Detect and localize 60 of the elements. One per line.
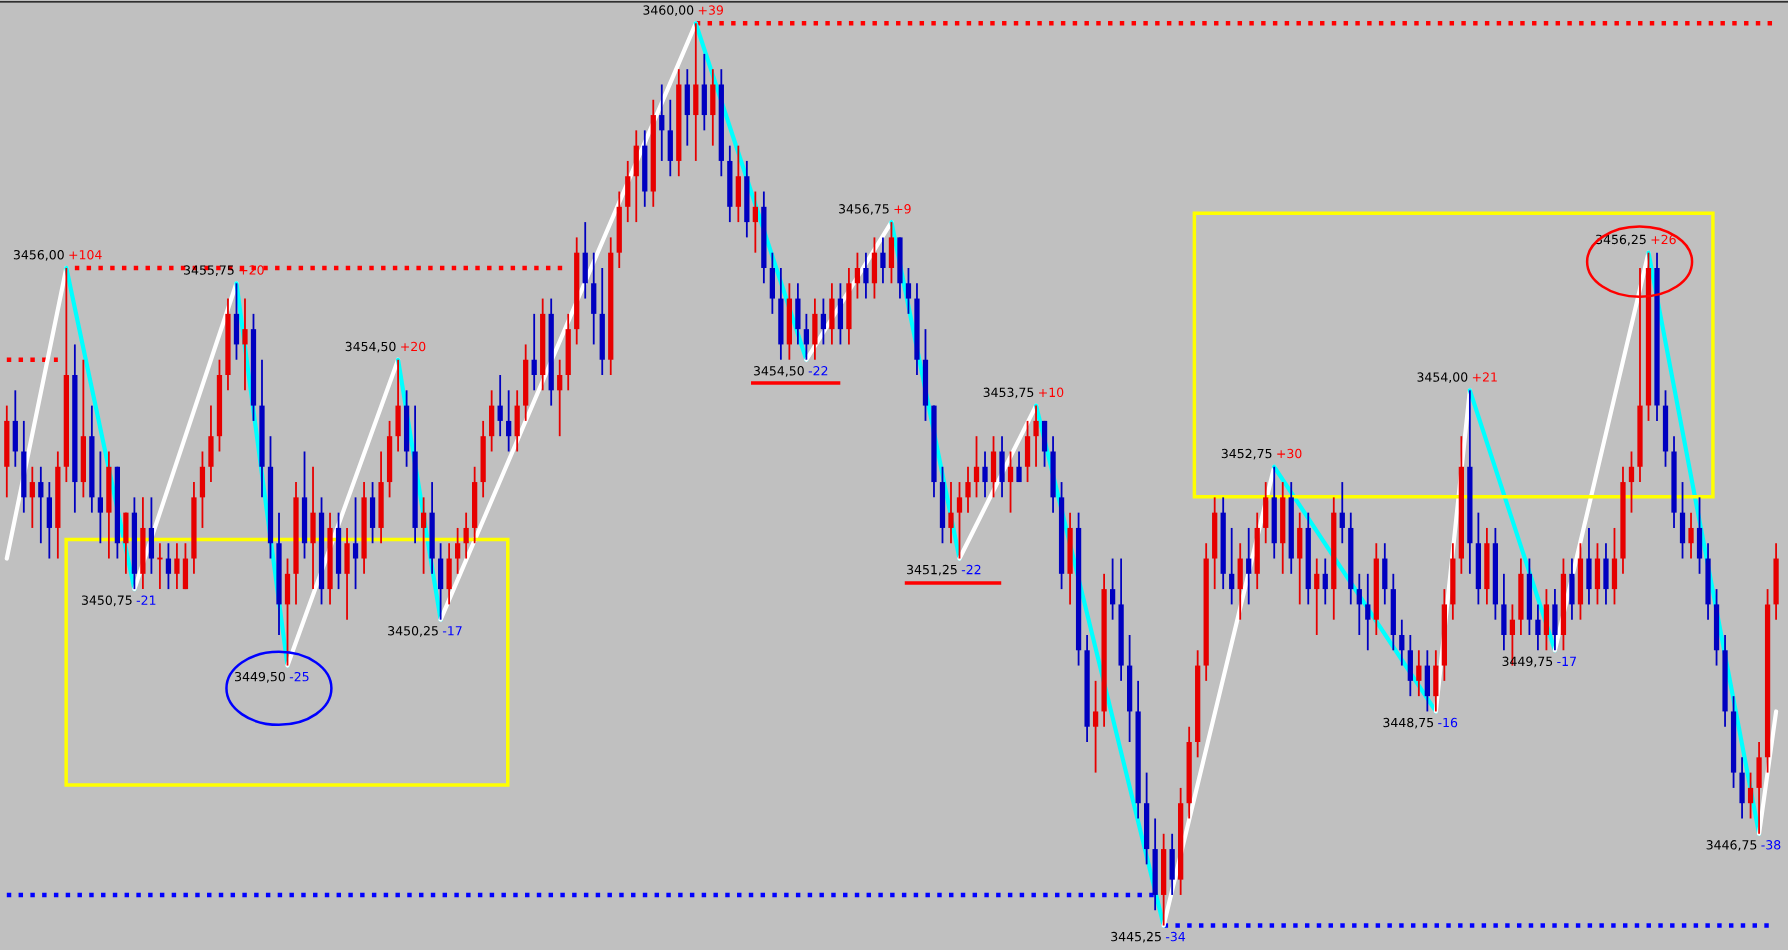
data-label: 3448,75 -16 — [1383, 717, 1458, 729]
candlestick — [1416, 649, 1422, 698]
data-label: 3460,00 +39 — [643, 5, 724, 17]
candlestick — [880, 236, 886, 285]
candlestick — [854, 251, 861, 300]
candlestick — [1322, 557, 1328, 606]
candlestick — [973, 435, 980, 499]
candlestick — [965, 465, 971, 514]
candlestick — [1628, 450, 1635, 514]
data-label: 3450,25 -17 — [388, 626, 462, 637]
candlestick — [1339, 481, 1345, 545]
data-label: 3445,25 -34 — [1111, 931, 1186, 943]
candlestick — [1356, 572, 1362, 636]
data-label: 3446,75 -38 — [1706, 840, 1781, 851]
data-label: 3450,75 -21 — [81, 595, 156, 607]
candlestick — [1109, 557, 1116, 621]
candlestick — [1399, 618, 1405, 667]
candlestick — [455, 527, 461, 575]
candlestick — [752, 190, 758, 254]
data-label: 3454,50 -22 — [753, 366, 828, 377]
candlestick — [956, 481, 963, 560]
candlestick — [97, 450, 104, 545]
candlestick — [38, 465, 44, 545]
candlestick — [1016, 450, 1022, 483]
candlestick — [420, 496, 427, 575]
candlestick — [29, 465, 35, 529]
candlestick — [531, 312, 537, 392]
candlestick — [1314, 557, 1320, 636]
data-label: 3452,75 +30 — [1221, 448, 1302, 460]
candlestick — [1747, 771, 1754, 820]
candlestick — [1033, 404, 1039, 468]
candlestick — [506, 389, 512, 453]
candlestick — [948, 481, 954, 545]
data-label: 3449,50 -25 — [235, 671, 309, 683]
candlestick — [165, 542, 172, 591]
candlestick — [352, 496, 359, 591]
candlestick — [497, 374, 503, 438]
candlestick — [1535, 603, 1541, 652]
candlestick — [982, 450, 988, 499]
data-label: 3456,00 +104 — [13, 249, 102, 261]
candlestick — [1365, 572, 1371, 652]
candlestick — [1229, 527, 1235, 606]
data-label: 3454,50 +20 — [345, 341, 426, 353]
data-label: 3453,75 +10 — [983, 387, 1064, 399]
candlestick — [242, 297, 248, 392]
candlestick — [1007, 450, 1014, 514]
candlestick — [463, 511, 469, 560]
candlestick — [863, 251, 869, 300]
candlestick — [820, 297, 827, 346]
candlestick — [659, 83, 665, 162]
data-label: 3454,00 +21 — [1417, 372, 1497, 384]
candlestick — [1246, 527, 1252, 606]
candlestick — [557, 358, 563, 438]
candlestick — [1688, 511, 1694, 560]
candlestick — [803, 312, 810, 361]
candlestick — [174, 542, 180, 591]
candlestick — [1092, 679, 1099, 774]
data-label: 3451,25 -22 — [907, 564, 981, 576]
candlestick — [905, 267, 912, 315]
data-label: 3456,75 +9 — [839, 204, 911, 215]
